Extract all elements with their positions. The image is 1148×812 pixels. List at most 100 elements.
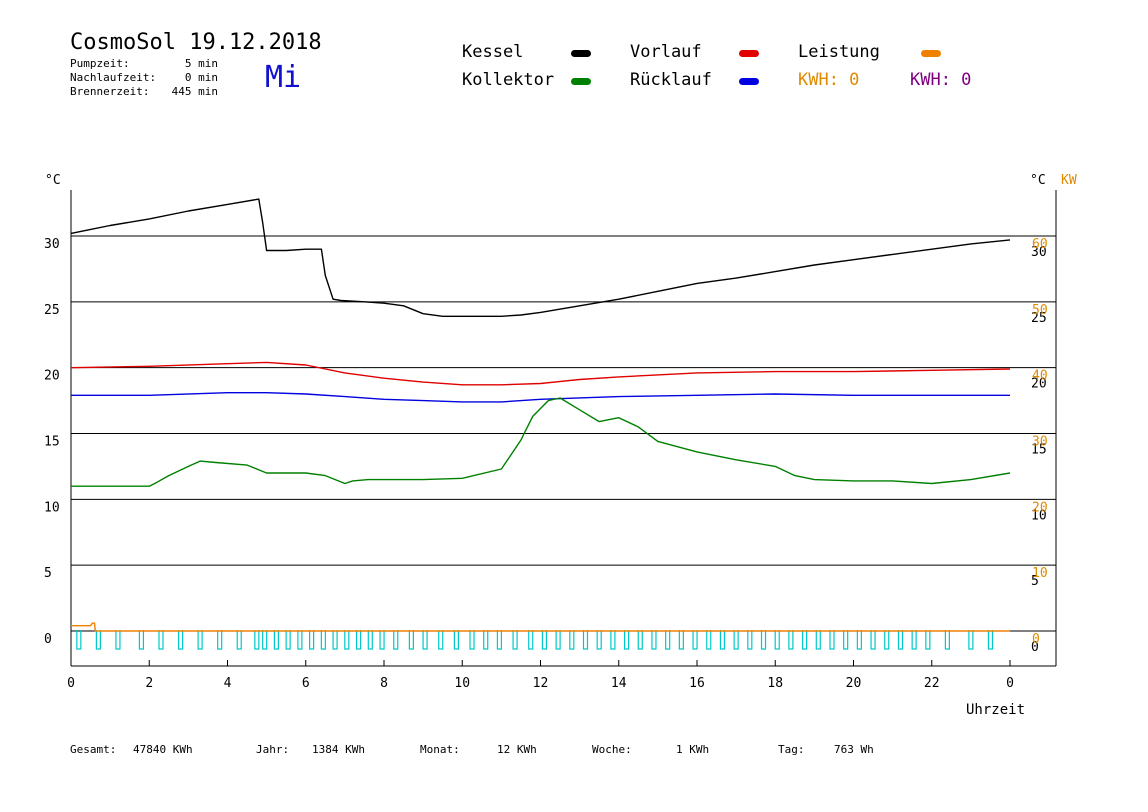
pump-pulse: [719, 630, 726, 650]
footer-woche-value: 1 KWh: [676, 743, 710, 756]
pump-pulse: [843, 630, 849, 650]
pump-pulse: [733, 630, 739, 650]
pump-pulse: [555, 630, 561, 650]
y2-tick-label: 10: [1032, 566, 1048, 581]
y-tick-label-right: 0: [1031, 640, 1039, 655]
pump-pulse: [453, 630, 459, 650]
pump-pulse: [217, 630, 223, 650]
pump-pulse: [884, 630, 890, 650]
pump-pulse: [469, 630, 475, 650]
x-tick-label: 20: [846, 676, 862, 691]
pump-pulse: [254, 630, 260, 650]
y-tick-label: 25: [44, 303, 60, 318]
pump-pulse: [651, 630, 657, 650]
x-tick-label: 16: [689, 676, 705, 691]
legend-kessel: Kessel: [462, 42, 524, 62]
pump-pulse: [483, 630, 489, 650]
x-tick-label: 2: [145, 676, 153, 691]
y-tick-label: 15: [44, 435, 60, 450]
pump-pulse: [393, 630, 399, 650]
series-line-leistung: [71, 622, 1010, 632]
y2-tick-label: 0: [1032, 632, 1040, 647]
pump-pulse: [528, 630, 534, 650]
pump-pulse: [706, 630, 712, 650]
footer-gesamt-label: Gesamt:: [70, 743, 117, 756]
series-line-kessel: [70, 198, 1011, 317]
series-line-vorlauf: [70, 361, 1011, 386]
y-tick-label-right: 15: [1031, 443, 1047, 458]
pump-pulse: [815, 630, 821, 650]
pump-pulse: [623, 630, 630, 650]
y2-tick-label: 60: [1032, 237, 1048, 252]
footer-monat-label: Monat:: [420, 743, 460, 756]
legend-ruecklauf: Rücklauf: [630, 70, 712, 90]
grid-layer: [70, 190, 1057, 667]
footer-monat-value: 12 KWh: [497, 743, 537, 756]
pump-pulse: [911, 630, 917, 650]
x-axis-title: Uhrzeit: [966, 702, 1025, 718]
y-tick-label: 5: [44, 566, 52, 581]
pump-pulse: [236, 630, 242, 650]
weekday-label: Mi: [265, 60, 302, 95]
pump-pulse: [788, 630, 794, 650]
pump-pulse: [774, 630, 780, 650]
stat-pumpzeit: Pumpzeit:: [70, 57, 130, 70]
kwh-value-secondary: KWH: 0: [910, 70, 972, 90]
pump-pulse: [355, 630, 362, 650]
stat-brennerzeit-value: 445 min: [171, 85, 218, 98]
pump-pulse: [637, 630, 643, 650]
x-tick-label: 8: [380, 676, 388, 691]
legend-leistung: Leistung: [798, 42, 880, 62]
legend-ruecklauf-swatch: [739, 78, 759, 85]
footer-jahr-label: Jahr:: [256, 743, 290, 756]
legend-kollektor-swatch: [571, 78, 591, 85]
pump-pulse: [438, 630, 444, 650]
x-tick-label: 0: [1006, 676, 1014, 691]
x-tick-label: 22: [924, 676, 940, 691]
pump-pulse: [309, 630, 315, 650]
pump-pulse: [760, 630, 767, 650]
pump-pulse: [320, 630, 326, 650]
pump-pulse: [158, 630, 164, 650]
pump-pulse: [197, 630, 203, 650]
pump-pulse: [665, 630, 671, 650]
pump-pulse: [138, 630, 145, 650]
x-tick-label: 10: [454, 676, 470, 691]
page-title: CosmoSol 19.12.2018: [70, 30, 322, 55]
y-tick-label-right: 5: [1031, 574, 1039, 589]
pump-pulse: [541, 630, 548, 650]
pump-pulse: [512, 630, 518, 650]
stat-brennerzeit: Brennerzeit:: [70, 85, 150, 98]
stat-pumpzeit-value: 5 min: [184, 57, 218, 70]
pump-pulse: [95, 630, 101, 650]
pump-pulse: [285, 630, 291, 650]
y-tick-label: 20: [44, 369, 60, 384]
x-tick-label: 0: [67, 676, 75, 691]
y2-tick-label: 40: [1032, 369, 1048, 384]
legend-leistung-swatch: [921, 50, 941, 57]
pump-pulse: [692, 630, 698, 650]
x-tick-label: 6: [302, 676, 310, 691]
pump-pulse: [115, 630, 121, 650]
stat-label: Pumpzeit:: [70, 57, 130, 70]
y-tick-label-right: 25: [1031, 311, 1047, 326]
y-tick-label: 10: [44, 500, 60, 515]
legend-vorlauf-swatch: [739, 50, 759, 57]
y-tick-label: 0: [44, 632, 52, 647]
series-line-rcklauf: [71, 392, 1010, 403]
footer-tag-value: 763 Wh: [834, 743, 874, 756]
stat-nachlaufzeit: Nachlaufzeit:: [70, 71, 157, 84]
x-tick-label: 4: [224, 676, 232, 691]
pump-pulse: [747, 630, 753, 650]
pump-pulse: [596, 630, 602, 650]
y-axis-title-right: °C: [1030, 173, 1046, 188]
footer-woche-label: Woche:: [592, 743, 632, 756]
legend-vorlauf: Vorlauf: [630, 42, 702, 62]
pump-pulse: [829, 630, 835, 650]
y2-axis-title: KW: [1061, 173, 1077, 188]
x-tick-label: 14: [611, 676, 627, 691]
series-line-kollektor: [71, 397, 1011, 487]
y2-tick-label: 30: [1032, 435, 1048, 450]
pump-pulse: [856, 630, 862, 650]
